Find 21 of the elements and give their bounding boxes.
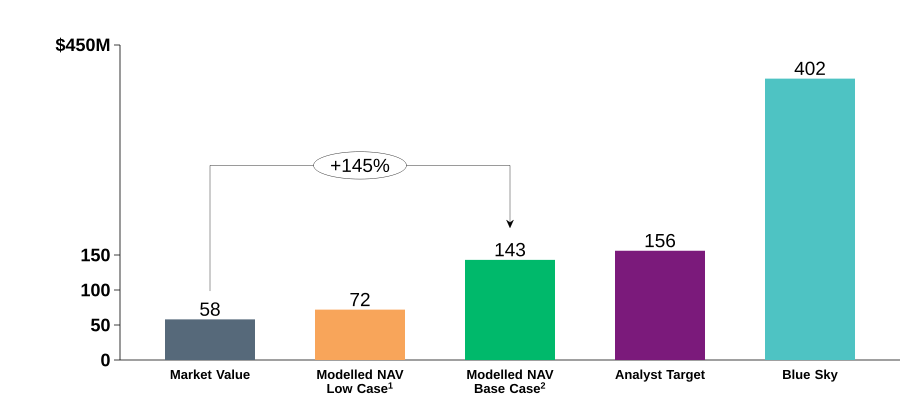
- bar: [615, 250, 706, 360]
- y-tick-label: 0: [101, 354, 110, 366]
- data-label: 58: [200, 302, 220, 316]
- bar: [315, 310, 406, 360]
- y-tick-label: 50: [91, 318, 110, 332]
- y-tick-label: 100: [82, 284, 110, 296]
- x-tick-label: Modelled NAV Low Case$^{1}$: [317, 370, 404, 394]
- x-tick-label: Analyst Target: [615, 370, 705, 382]
- y-tick-label: $450M: [56, 38, 110, 52]
- x-tick-label: Modelled NAV Base Case$^{2}$: [467, 370, 554, 394]
- data-label: 156: [646, 234, 676, 248]
- bar: [465, 260, 556, 360]
- x-tick-label: Blue Sky: [783, 370, 838, 382]
- bar: [165, 319, 256, 360]
- data-label: 143: [496, 242, 526, 256]
- x-tick-label: Market Value: [170, 370, 250, 380]
- data-label: 72: [350, 292, 370, 306]
- data-label: 402: [794, 62, 825, 76]
- annotation: +145%: [331, 158, 390, 172]
- y-tick-label: 150: [82, 248, 110, 262]
- bar: [765, 78, 856, 360]
